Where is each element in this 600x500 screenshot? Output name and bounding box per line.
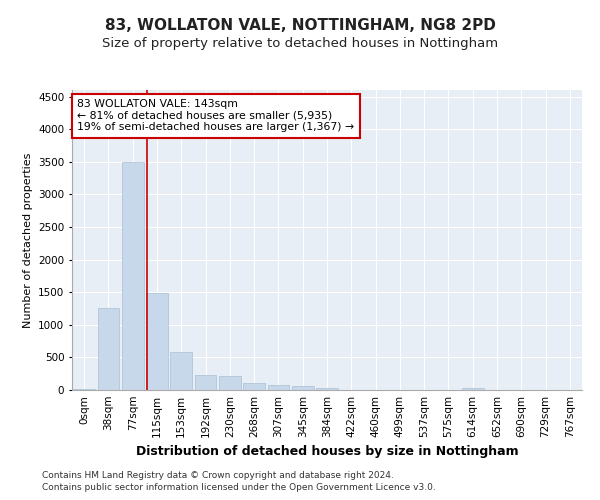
Bar [122, 162, 143, 390]
Text: Contains HM Land Registry data © Crown copyright and database right 2024.: Contains HM Land Registry data © Crown c… [42, 471, 394, 480]
Bar [292, 386, 314, 390]
Bar [268, 385, 289, 390]
Bar [194, 375, 217, 390]
Bar [316, 388, 338, 390]
Text: 83 WOLLATON VALE: 143sqm
← 81% of detached houses are smaller (5,935)
19% of sem: 83 WOLLATON VALE: 143sqm ← 81% of detach… [77, 99, 354, 132]
Text: 83, WOLLATON VALE, NOTTINGHAM, NG8 2PD: 83, WOLLATON VALE, NOTTINGHAM, NG8 2PD [104, 18, 496, 32]
Text: Contains public sector information licensed under the Open Government Licence v3: Contains public sector information licen… [42, 484, 436, 492]
Bar [462, 388, 484, 390]
Bar [243, 383, 265, 390]
Bar [146, 294, 168, 390]
Bar [170, 352, 192, 390]
X-axis label: Distribution of detached houses by size in Nottingham: Distribution of detached houses by size … [136, 446, 518, 458]
Bar [219, 376, 241, 390]
Text: Size of property relative to detached houses in Nottingham: Size of property relative to detached ho… [102, 38, 498, 51]
Y-axis label: Number of detached properties: Number of detached properties [23, 152, 32, 328]
Bar [97, 308, 119, 390]
